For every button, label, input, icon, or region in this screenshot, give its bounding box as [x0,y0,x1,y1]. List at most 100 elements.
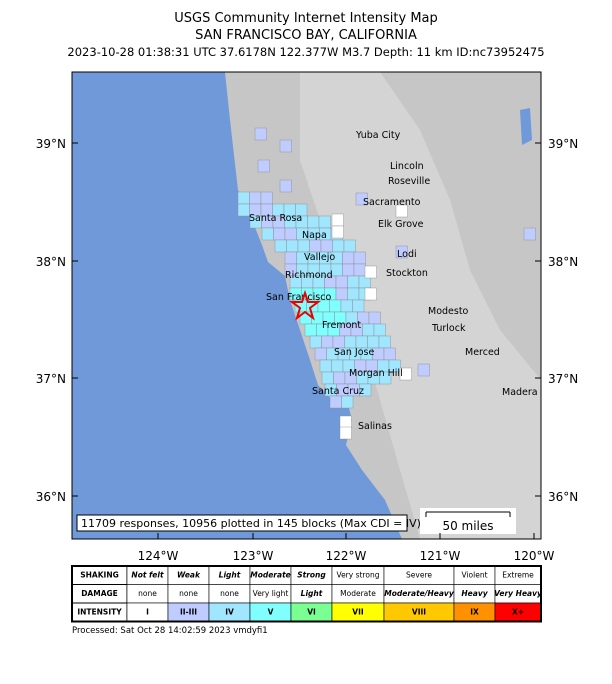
block [237,191,250,205]
block [333,371,346,385]
lat-label: 38°N [36,255,66,269]
block [260,191,273,205]
city-label: Roseville [388,176,430,187]
legend-cell-text: Light [301,589,323,598]
lat-label: 36°N [36,490,66,504]
cities: Yuba City Lincoln Roseville Sacramento Santa… [249,130,538,432]
lon-label: 120°W [514,549,555,563]
block [297,239,310,253]
block [339,415,352,429]
legend-cell-text: Strong [297,570,326,579]
city-label: San Francisco [266,292,331,303]
axis-labels: 39°N 39°N 38°N 38°N 37°N 37°N 36°N 36°N 124°W 123… [36,137,579,563]
blocks [237,127,536,440]
block [335,287,348,301]
city-label: Richmond [285,270,333,281]
legend-cell-text: I [146,607,149,616]
region: SAN FRANCISCO BAY, CALIFORNIA [195,28,417,43]
block [364,265,377,279]
block [331,213,344,227]
footer: Processed: Sat Oct 28 14:02:59 2023 vmdy… [72,626,268,636]
legend: SHAKING Not felt Weak Light Moderate Strong Ve… [71,565,543,623]
lat-label: 37°N [36,372,66,386]
city-label: Santa Rosa [249,213,302,224]
block [273,227,286,241]
ocean [72,72,402,539]
legend-cell-text: X+ [512,607,524,616]
block [373,323,386,337]
city-label: Lodi [397,249,417,260]
block [237,203,250,217]
block [332,239,345,253]
block [359,383,372,397]
legend-cell-text: Very strong [337,570,380,579]
legend-cell-text: Extreme [502,570,534,579]
lon-label: 121°W [420,549,461,563]
legend-cell-text: Violent [461,570,487,579]
legend-cell-text: VII [352,607,364,616]
legend-cell-text: Moderate/Heavy [384,589,455,598]
legend-cell-text: V [268,607,274,616]
block [279,139,292,153]
block [395,245,408,259]
city-label: Lincoln [390,161,424,172]
legend-cell-text: VIII [412,607,426,616]
scale-bar [425,511,511,517]
legend-cell-text: Weak [177,570,201,579]
legend-cell-text: IV [225,607,234,616]
city-label: Salinas [358,421,392,432]
lat-label: 38°N [548,255,578,269]
legend-cell-text: Moderate [340,589,376,598]
block [399,367,412,381]
city-label: Fremont [322,320,361,331]
block [321,371,334,385]
block [309,335,322,349]
block [254,127,267,141]
city-label: Napa [302,230,327,241]
lon-label: 123°W [233,549,274,563]
block [353,263,366,277]
city-label: Merced [465,347,500,358]
lat-label: 36°N [548,490,578,504]
block [523,227,536,241]
block [274,239,287,253]
block [319,359,332,373]
block [335,275,348,289]
legend-cell-text: Heavy [461,589,488,598]
block [249,191,262,205]
block [395,204,408,218]
block [286,239,299,253]
block [314,347,327,361]
legend-cell-text: none [138,589,157,598]
legend-cell-text: Severe [406,570,432,579]
block [347,287,360,301]
city-label: Stockton [386,268,428,279]
city-label: Madera [502,387,538,398]
block [342,263,355,277]
block [340,299,353,313]
block [284,251,297,265]
legend-cell-text: Moderate [250,570,291,579]
city-label: Sacramento [363,197,421,208]
map-frame [71,71,542,540]
block [307,215,320,229]
block [352,299,365,313]
legend-frame [71,565,542,623]
city-label: Turlock [431,323,466,334]
block [368,311,381,325]
legend-row-label: INTENSITY [77,607,122,616]
legend-cell-text: VI [307,607,316,616]
lon-label: 124°W [138,549,179,563]
city-label: Modesto [428,306,469,317]
city-label: San Jose [334,347,374,358]
city-label: Morgan Hill [349,368,403,379]
legend-cell-text: none [220,589,239,598]
legend-row-label: DAMAGE [81,589,118,598]
block [331,359,344,373]
block [309,239,322,253]
block [362,323,375,337]
block [379,371,392,385]
legend-cell-text: Not felt [131,570,164,579]
